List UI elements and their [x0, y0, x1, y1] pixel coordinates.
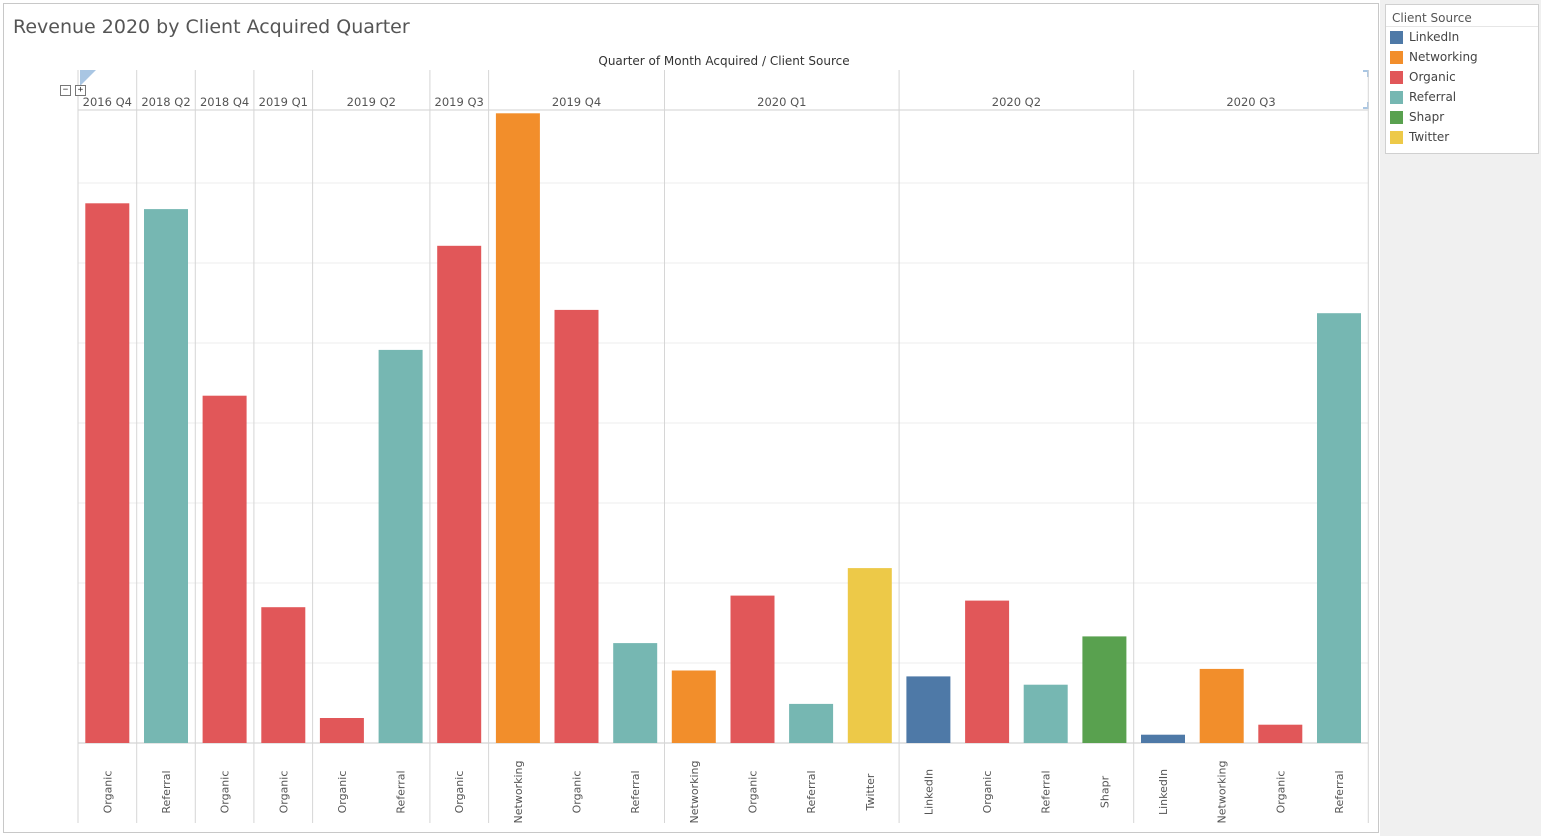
corner-bracket-top — [1363, 70, 1369, 77]
group-label: 2019 Q4 — [552, 95, 601, 109]
corner-bracket-bottom — [1363, 102, 1369, 109]
category-label: Organic — [571, 771, 584, 814]
collapse-icon[interactable]: − — [60, 85, 71, 96]
category-label: Organic — [219, 771, 232, 814]
bar-chart: Quarter of Month Acquired / Client Sourc… — [77, 54, 1369, 824]
category-label: Referral — [1040, 770, 1053, 813]
header-label: Quarter of Month Acquired / Client Sourc… — [598, 54, 849, 68]
category-label: Networking — [1216, 761, 1229, 824]
category-label: LinkedIn — [1157, 769, 1170, 815]
category-label: Organic — [277, 771, 290, 814]
legend-item-linkedin[interactable]: LinkedIn — [1386, 27, 1538, 47]
category-label: Organic — [981, 771, 994, 814]
legend-items: LinkedIn Networking Organic Referral Shapr Tw… — [1386, 27, 1538, 147]
bar-2019-q1-organic — [261, 607, 306, 743]
group-label: 2020 Q2 — [992, 95, 1041, 109]
bar-2016-q4-organic — [85, 203, 130, 744]
legend-item-organic[interactable]: Organic — [1386, 67, 1538, 87]
category-label: Referral — [1333, 770, 1346, 813]
bar-2019-q4-networking — [495, 113, 540, 744]
group-label: 2019 Q2 — [347, 95, 396, 109]
legend-item-twitter[interactable]: Twitter — [1386, 127, 1538, 147]
legend-label: Organic — [1409, 70, 1456, 84]
bar-2020-q2-linkedin — [906, 676, 951, 743]
group-label: 2019 Q1 — [259, 95, 308, 109]
legend-label: Twitter — [1409, 130, 1450, 144]
category-label: Organic — [336, 771, 349, 814]
bar-2020-q2-organic — [965, 600, 1010, 743]
bar-2018-q4-organic — [202, 395, 247, 743]
bar-2020-q3-linkedin — [1141, 734, 1185, 743]
category-label: Organic — [101, 771, 114, 814]
bar-2020-q2-referral — [1023, 684, 1068, 743]
bar-2019-q2-organic — [319, 718, 364, 743]
legend-label: LinkedIn — [1409, 30, 1460, 44]
category-label: Organic — [453, 771, 466, 814]
bar-2020-q2-shapr — [1082, 636, 1127, 743]
category-label: Shapr — [1098, 775, 1111, 808]
legend-label: Networking — [1409, 50, 1478, 64]
group-label: 2020 Q1 — [757, 95, 806, 109]
bar-2020-q1-organic — [730, 595, 775, 743]
bar-2020-q3-referral — [1317, 313, 1361, 743]
bar-2020-q1-twitter — [847, 568, 892, 743]
bar-2019-q4-organic — [554, 309, 599, 743]
category-label: Twitter — [864, 773, 877, 811]
legend-swatch — [1390, 110, 1403, 124]
legend-item-referral[interactable]: Referral — [1386, 87, 1538, 107]
category-label: Networking — [512, 761, 525, 824]
category-label: LinkedIn — [922, 769, 935, 815]
group-label: 2018 Q4 — [200, 95, 249, 109]
legend-item-shapr[interactable]: Shapr — [1386, 107, 1538, 127]
category-label: Referral — [629, 770, 642, 813]
legend-swatch — [1390, 30, 1403, 44]
category-label: Organic — [746, 771, 759, 814]
category-label: Referral — [160, 770, 173, 813]
bar-2019-q3-organic — [437, 245, 482, 744]
legend-title: Client Source — [1386, 5, 1538, 27]
legend-label: Shapr — [1409, 110, 1445, 124]
bar-2019-q4-referral — [613, 643, 658, 743]
bar-2019-q2-referral — [378, 349, 423, 743]
selection-corner-marker — [80, 70, 96, 86]
bar-2020-q1-referral — [789, 703, 834, 743]
legend: Client Source LinkedIn Networking Organic R… — [1385, 4, 1539, 154]
category-label: Referral — [395, 770, 408, 813]
bar-2018-q2-referral — [144, 209, 188, 744]
category-label: Organic — [1274, 771, 1287, 814]
expand-icon[interactable]: + — [75, 85, 86, 96]
bar-2020-q1-networking — [671, 670, 716, 743]
legend-swatch — [1390, 50, 1403, 64]
legend-swatch — [1390, 130, 1403, 144]
group-label: 2019 Q3 — [435, 95, 484, 109]
group-label: 2018 Q2 — [141, 95, 190, 109]
category-label: Networking — [688, 761, 701, 824]
legend-swatch — [1390, 90, 1403, 104]
legend-item-networking[interactable]: Networking — [1386, 47, 1538, 67]
bar-2020-q3-organic — [1258, 724, 1303, 743]
group-label: 2016 Q4 — [83, 95, 132, 109]
category-label: Referral — [805, 770, 818, 813]
legend-swatch — [1390, 70, 1403, 84]
group-label: 2020 Q3 — [1226, 95, 1275, 109]
legend-label: Referral — [1409, 90, 1457, 104]
chart-title: Revenue 2020 by Client Acquired Quarter — [13, 16, 410, 38]
bar-2020-q3-networking — [1199, 668, 1244, 743]
